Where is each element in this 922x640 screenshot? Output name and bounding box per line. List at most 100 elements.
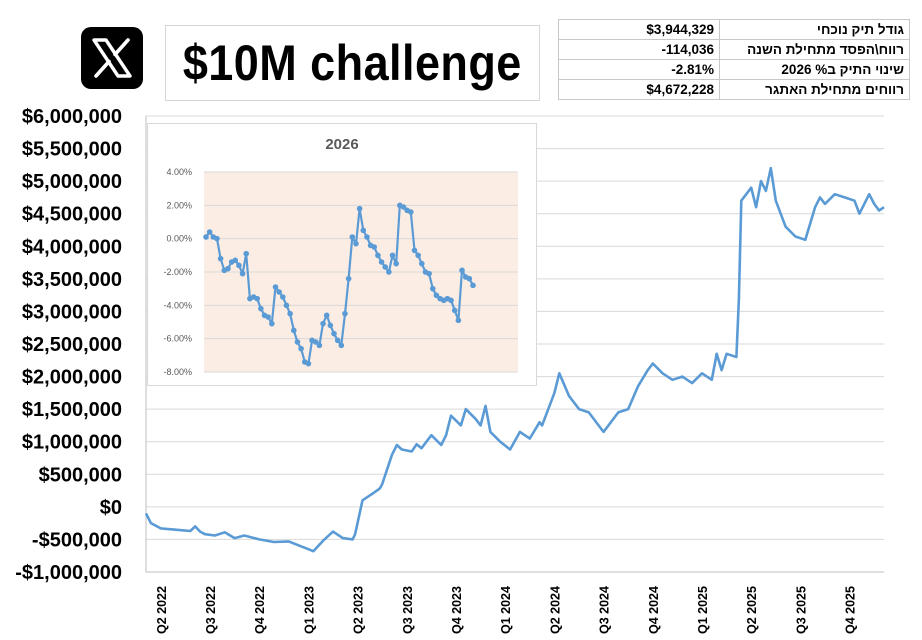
y-tick-label: $4,500,000 bbox=[22, 204, 122, 226]
inset-data-point bbox=[382, 264, 389, 270]
inset-data-point bbox=[331, 330, 337, 337]
y-tick-label: $1,000,000 bbox=[22, 432, 122, 454]
x-logo-icon bbox=[81, 27, 143, 89]
x-tick-label: Q3 2025 bbox=[794, 586, 808, 634]
stat-label-ytd-percent: שינוי התיק ב% 2026 bbox=[719, 59, 910, 80]
inset-data-point bbox=[353, 240, 359, 247]
inset-y-tick-label: -4.00% bbox=[163, 300, 192, 310]
inset-data-point bbox=[415, 252, 421, 259]
inset-y-tick-label: -2.00% bbox=[163, 267, 192, 277]
x-tick-label: Q1 2023 bbox=[302, 586, 316, 634]
inset-data-point bbox=[364, 234, 370, 240]
inset-data-point bbox=[448, 297, 454, 304]
inset-data-point bbox=[320, 320, 326, 327]
page-title: $10M challenge bbox=[183, 35, 522, 91]
inset-data-point bbox=[451, 307, 458, 314]
x-tick-label: Q1 2025 bbox=[696, 586, 710, 634]
inset-chart-title: 2026 bbox=[325, 136, 359, 153]
inset-data-point bbox=[283, 302, 290, 309]
inset-data-point bbox=[265, 314, 271, 320]
inset-data-point bbox=[294, 339, 301, 345]
inset-data-point bbox=[272, 284, 279, 290]
inset-data-point bbox=[239, 270, 246, 277]
inset-y-tick-label: 0.00% bbox=[166, 234, 192, 244]
series-line bbox=[144, 166, 885, 553]
inset-y-tick-label: 2.00% bbox=[166, 200, 192, 210]
title-box: $10M challenge bbox=[165, 25, 540, 101]
x-tick-label: Q2 2025 bbox=[745, 586, 759, 634]
inset-data-point bbox=[349, 234, 356, 240]
y-tick-label: $3,000,000 bbox=[22, 301, 122, 323]
y-tick-label: $3,500,000 bbox=[22, 269, 122, 291]
y-tick-label: $2,000,000 bbox=[22, 367, 122, 389]
inset-data-point bbox=[254, 295, 261, 302]
inset-data-point bbox=[342, 310, 348, 317]
y-tick-label: $5,000,000 bbox=[22, 171, 122, 193]
inset-data-point bbox=[408, 209, 414, 215]
inset-data-point bbox=[455, 317, 462, 324]
stat-label-total-profit: רווחים מתחילת האתגר bbox=[719, 79, 910, 100]
y-tick-label: $5,500,000 bbox=[22, 139, 122, 161]
inset-data-point bbox=[232, 257, 239, 264]
x-tick-label: Q3 2022 bbox=[204, 586, 218, 634]
inset-y-tick-label: 4.00% bbox=[166, 167, 192, 177]
inset-data-point bbox=[305, 360, 312, 367]
inset-data-point bbox=[389, 252, 396, 259]
inset-data-point bbox=[243, 250, 250, 257]
inset-data-point bbox=[217, 255, 224, 262]
x-tick-label: Q2 2024 bbox=[548, 586, 562, 634]
inset-data-point bbox=[386, 269, 392, 275]
x-tick-label: Q1 2024 bbox=[499, 586, 513, 634]
stats-row: $4,672,228 רווחים מתחילת האתגר bbox=[558, 79, 910, 100]
x-tick-label: Q3 2023 bbox=[401, 586, 415, 634]
inset-data-point bbox=[345, 275, 352, 282]
inset-y-tick-label: -6.00% bbox=[163, 334, 192, 344]
inset-data-point bbox=[411, 247, 418, 254]
y-tick-label: $6,000,000 bbox=[22, 106, 122, 128]
inset-data-point bbox=[287, 310, 293, 317]
y-tick-label: -$500,000 bbox=[32, 529, 122, 551]
inset-data-point bbox=[433, 292, 440, 299]
inset-data-point bbox=[316, 342, 323, 349]
inset-data-point bbox=[375, 252, 381, 259]
x-tick-label: Q2 2023 bbox=[352, 586, 366, 634]
inset-y-tick-label: -8.00% bbox=[163, 367, 192, 377]
y-tick-label: $2,500,000 bbox=[22, 334, 122, 356]
y-tick-label: -$1,000,000 bbox=[15, 562, 122, 584]
inset-data-point bbox=[269, 320, 275, 327]
stats-row: -114,036 רווח\הפסד מתחילת השנה bbox=[558, 39, 910, 60]
inset-data-point bbox=[378, 259, 385, 265]
inset-data-point bbox=[360, 227, 367, 234]
logo-container bbox=[74, 20, 150, 96]
inset-data-point bbox=[327, 322, 334, 329]
x-tick-label: Q4 2024 bbox=[647, 586, 661, 634]
inset-data-point bbox=[203, 234, 209, 240]
inset-data-point bbox=[470, 282, 476, 289]
inset-chart: 2026 4.00% 2.00% 0.00% -2.00% -4.00% -6.00% -8… bbox=[147, 123, 537, 386]
inset-data-point bbox=[356, 205, 363, 212]
inset-data-point bbox=[400, 204, 407, 210]
x-tick-label: Q2 2022 bbox=[155, 586, 169, 634]
y-tick-label: $0 bbox=[100, 497, 122, 519]
y-tick-label: $4,000,000 bbox=[22, 236, 122, 258]
inset-data-point bbox=[290, 327, 297, 334]
x-tick-label: Q4 2022 bbox=[253, 586, 267, 634]
stat-value-total-profit: $4,672,228 bbox=[558, 79, 720, 100]
y-tick-label: $500,000 bbox=[39, 464, 122, 486]
inset-data-point bbox=[459, 267, 465, 274]
inset-data-point bbox=[214, 235, 220, 242]
inset-data-point bbox=[258, 305, 264, 312]
inset-data-point bbox=[312, 339, 319, 345]
inset-data-point bbox=[236, 262, 242, 269]
inset-data-point bbox=[206, 229, 213, 235]
inset-data-point bbox=[280, 294, 286, 300]
inset-data-point bbox=[298, 345, 304, 352]
inset-data-point bbox=[371, 244, 378, 250]
stat-label-ytd-pnl: רווח\הפסד מתחילת השנה bbox=[719, 39, 910, 60]
inset-data-point bbox=[393, 260, 399, 267]
inset-data-point bbox=[323, 312, 330, 319]
stats-table: $3,944,329 גודל תיק נוכחי -114,036 רווח\… bbox=[558, 19, 910, 100]
inset-data-point bbox=[466, 275, 473, 282]
inset-data-point bbox=[418, 260, 425, 267]
